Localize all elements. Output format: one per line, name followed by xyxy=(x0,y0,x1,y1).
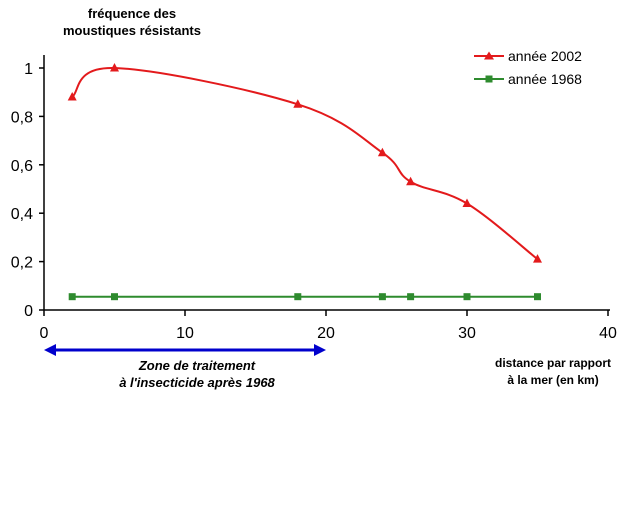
x-tick-label: 20 xyxy=(317,325,335,342)
data-point xyxy=(462,198,472,208)
series-layer xyxy=(67,63,542,301)
data-point xyxy=(68,293,76,301)
x-axis-title-line-1: distance par rapport xyxy=(495,356,611,370)
data-point xyxy=(67,92,77,101)
y-tick-label: 0,4 xyxy=(11,206,33,223)
x-tick-label: 40 xyxy=(599,325,617,342)
legend-marker-2002 xyxy=(484,51,494,60)
x-ticks: 0 10 20 30 40 xyxy=(40,310,617,342)
data-point xyxy=(294,293,302,301)
data-point xyxy=(533,254,542,263)
y-tick-label: 0,6 xyxy=(11,158,33,175)
x-tick-label: 30 xyxy=(458,325,476,342)
legend-entry-1968: année 1968 xyxy=(474,71,582,87)
y-tick-label: 0,2 xyxy=(11,255,33,272)
y-ticks: 0 0,2 0,4 0,6 0,8 1 xyxy=(11,61,44,320)
y-axis-title-line-2: moustiques résistants xyxy=(63,23,201,38)
data-point xyxy=(377,147,387,157)
x-axis-title-line-2: à la mer (en km) xyxy=(507,373,598,387)
legend-label-1968: année 1968 xyxy=(508,71,582,87)
data-point xyxy=(293,99,303,108)
series-2002 xyxy=(67,63,542,263)
legend: année 2002 année 1968 xyxy=(474,48,582,87)
legend-label-2002: année 2002 xyxy=(508,48,582,64)
x-tick-label: 10 xyxy=(176,325,194,342)
series-1968 xyxy=(68,293,541,301)
data-point xyxy=(110,63,119,72)
data-point xyxy=(534,293,541,301)
legend-marker-1968 xyxy=(485,75,493,83)
data-point xyxy=(111,293,118,301)
y-tick-label: 0 xyxy=(24,303,33,320)
data-point xyxy=(407,293,415,301)
treatment-zone-annotation: Zone de traitement à l'insecticide après… xyxy=(44,344,326,390)
series-line xyxy=(71,66,539,260)
treatment-zone-arrow-head-right xyxy=(314,344,326,356)
x-axis-title: distance par rapport à la mer (en km) xyxy=(495,356,611,387)
data-point xyxy=(406,176,416,186)
treatment-zone-label-line-1: Zone de traitement xyxy=(138,358,256,373)
treatment-zone-arrow-head-left xyxy=(44,344,56,356)
data-point xyxy=(463,293,471,301)
legend-entry-2002: année 2002 xyxy=(474,48,582,64)
y-axis-title-line-1: fréquence des xyxy=(88,6,176,21)
y-tick-label: 1 xyxy=(24,61,33,78)
data-point xyxy=(378,293,386,301)
y-tick-label: 0,8 xyxy=(11,109,33,126)
treatment-zone-label-line-2: à l'insecticide après 1968 xyxy=(119,375,275,390)
y-axis-title: fréquence des moustiques résistants xyxy=(63,6,201,38)
x-tick-label: 0 xyxy=(40,325,49,342)
